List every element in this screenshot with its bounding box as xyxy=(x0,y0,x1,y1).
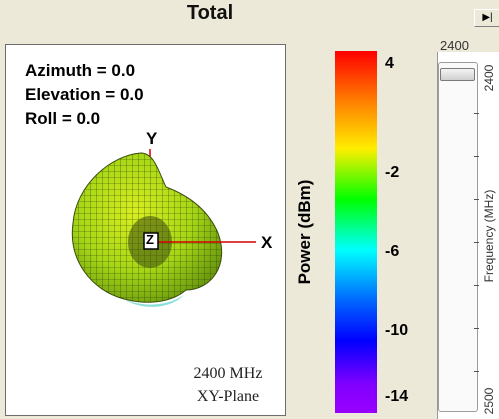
plane-caption: XY-Plane xyxy=(196,388,260,405)
slider-tick xyxy=(474,199,479,200)
slider-tick xyxy=(474,328,479,329)
elevation-label: Elevation = 0.0 xyxy=(25,85,144,104)
frequency-caption: 2400 MHz xyxy=(193,365,263,382)
azimuth-label: Azimuth = 0.0 xyxy=(25,61,136,80)
slider-tick xyxy=(474,285,479,286)
frequency-slider-track[interactable] xyxy=(438,62,478,412)
slider-side-label-bottom: 2500 xyxy=(482,387,496,415)
slider-tick xyxy=(474,371,479,372)
plot-title: Total xyxy=(186,2,234,24)
slider-top-value: 2400 xyxy=(440,38,469,53)
radiation-pattern-3d xyxy=(71,149,256,307)
play-to-end-button[interactable]: ▶| xyxy=(474,9,499,27)
slider-tick xyxy=(474,113,479,114)
slider-tick xyxy=(474,156,479,157)
colorbar-label: -10 xyxy=(385,322,409,339)
x-axis-label: X xyxy=(261,233,273,252)
frequency-slider-panel xyxy=(437,52,499,419)
frequency-slider-thumb[interactable] xyxy=(440,68,475,81)
radiation-pattern-panel[interactable]: Azimuth = 0.0 Elevation = 0.0 Roll = 0.0… xyxy=(5,44,286,416)
colorbar-title: Power (dBm) xyxy=(295,179,314,285)
z-axis-label: Z xyxy=(146,232,154,247)
colorbar-label-min: -14 xyxy=(385,388,409,405)
slider-tick xyxy=(474,242,479,243)
colorbar-label: -2 xyxy=(385,164,400,181)
colorbar-label: -6 xyxy=(385,243,400,260)
y-axis-label: Y xyxy=(146,129,158,148)
slider-axis-label: Frequency (MHz) xyxy=(482,189,496,283)
colorbar-label-max: 4 xyxy=(385,55,394,72)
slider-side-label-top: 2400 xyxy=(482,64,496,92)
power-colorbar xyxy=(335,51,377,413)
roll-label: Roll = 0.0 xyxy=(25,109,101,128)
